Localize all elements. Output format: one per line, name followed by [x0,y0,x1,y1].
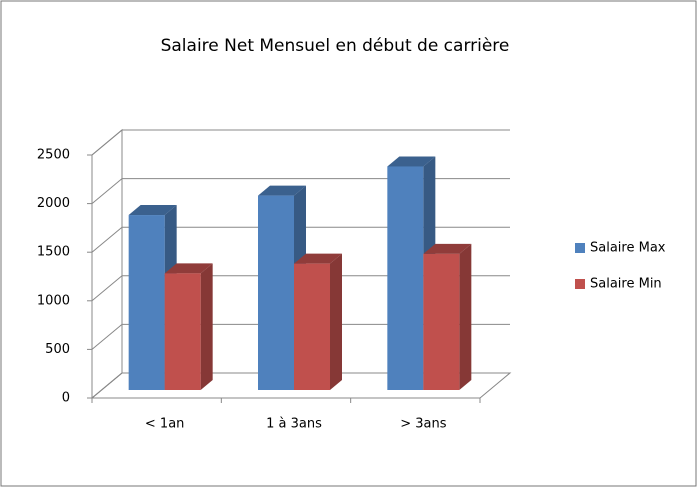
bar-top [128,205,177,216]
bar [258,195,294,390]
bar-side [330,253,342,390]
bar-top [294,253,342,264]
bar-top [423,243,472,254]
bar [294,263,330,390]
grid-line [91,178,123,204]
y-tick-label: 2000 [37,196,70,211]
bar-side [459,243,472,390]
legend-swatch [575,243,585,253]
x-tick-label: > 3ans [400,417,447,432]
bar [387,166,424,390]
grid-line [91,324,123,350]
y-tick-label: 1000 [37,293,70,308]
chart-title: Salaire Net Mensuel en début de carrière [161,36,510,56]
legend-label: Salaire Max [590,241,666,256]
y-tick-label: 1500 [37,245,70,260]
grid-line [91,129,123,156]
legend-label: Salaire Min [590,277,662,292]
bar-side [200,263,213,390]
legend-swatch [575,279,585,289]
x-tick-label: < 1an [145,417,185,432]
bar [128,215,165,390]
bar-top [387,156,436,167]
bar [164,273,201,390]
y-tick-label: 0 [62,391,70,406]
bar-top [164,263,213,274]
grid-line [91,372,123,399]
x-tick-label: 1 à 3ans [266,417,322,432]
grid-line [91,226,123,253]
bar-top [258,185,306,196]
bar [423,253,460,390]
y-tick-label: 500 [45,342,70,357]
grid-line [91,275,123,302]
y-tick-label: 2500 [37,148,70,163]
